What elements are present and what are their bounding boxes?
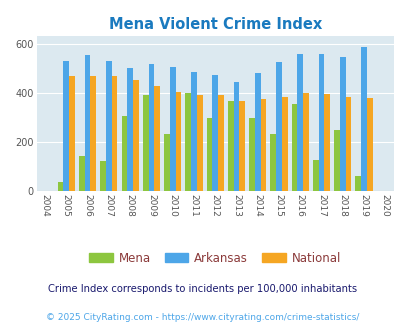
- Bar: [281, 97, 287, 191]
- Bar: [121, 116, 127, 191]
- Text: Crime Index corresponds to incidents per 100,000 inhabitants: Crime Index corresponds to incidents per…: [48, 284, 357, 294]
- Bar: [111, 77, 117, 191]
- Bar: [217, 95, 223, 191]
- Bar: [333, 130, 339, 191]
- Bar: [318, 54, 324, 191]
- Bar: [127, 68, 133, 191]
- Bar: [360, 48, 366, 191]
- Bar: [275, 62, 281, 191]
- Bar: [312, 160, 318, 191]
- Bar: [106, 61, 111, 191]
- Bar: [296, 54, 303, 191]
- Bar: [270, 134, 275, 191]
- Bar: [239, 101, 245, 191]
- Bar: [69, 76, 75, 191]
- Bar: [303, 93, 308, 191]
- Bar: [254, 73, 260, 191]
- Bar: [169, 67, 175, 191]
- Bar: [90, 76, 96, 191]
- Bar: [366, 98, 372, 191]
- Bar: [164, 134, 169, 191]
- Bar: [324, 94, 329, 191]
- Bar: [233, 82, 239, 191]
- Bar: [154, 86, 160, 191]
- Bar: [191, 72, 196, 191]
- Bar: [249, 117, 254, 191]
- Bar: [227, 101, 233, 191]
- Bar: [100, 161, 106, 191]
- Bar: [196, 95, 202, 191]
- Legend: Mena, Arkansas, National: Mena, Arkansas, National: [84, 247, 345, 269]
- Bar: [143, 95, 148, 191]
- Bar: [85, 55, 90, 191]
- Bar: [354, 176, 360, 191]
- Bar: [63, 61, 69, 191]
- Text: © 2025 CityRating.com - https://www.cityrating.com/crime-statistics/: © 2025 CityRating.com - https://www.city…: [46, 313, 359, 322]
- Bar: [260, 99, 266, 191]
- Bar: [148, 64, 154, 191]
- Bar: [212, 75, 217, 191]
- Bar: [345, 97, 350, 191]
- Bar: [133, 80, 139, 191]
- Title: Mena Violent Crime Index: Mena Violent Crime Index: [108, 17, 321, 32]
- Bar: [79, 156, 85, 191]
- Bar: [185, 93, 191, 191]
- Bar: [58, 182, 63, 191]
- Bar: [206, 118, 212, 191]
- Bar: [339, 57, 345, 191]
- Bar: [291, 104, 296, 191]
- Bar: [175, 92, 181, 191]
